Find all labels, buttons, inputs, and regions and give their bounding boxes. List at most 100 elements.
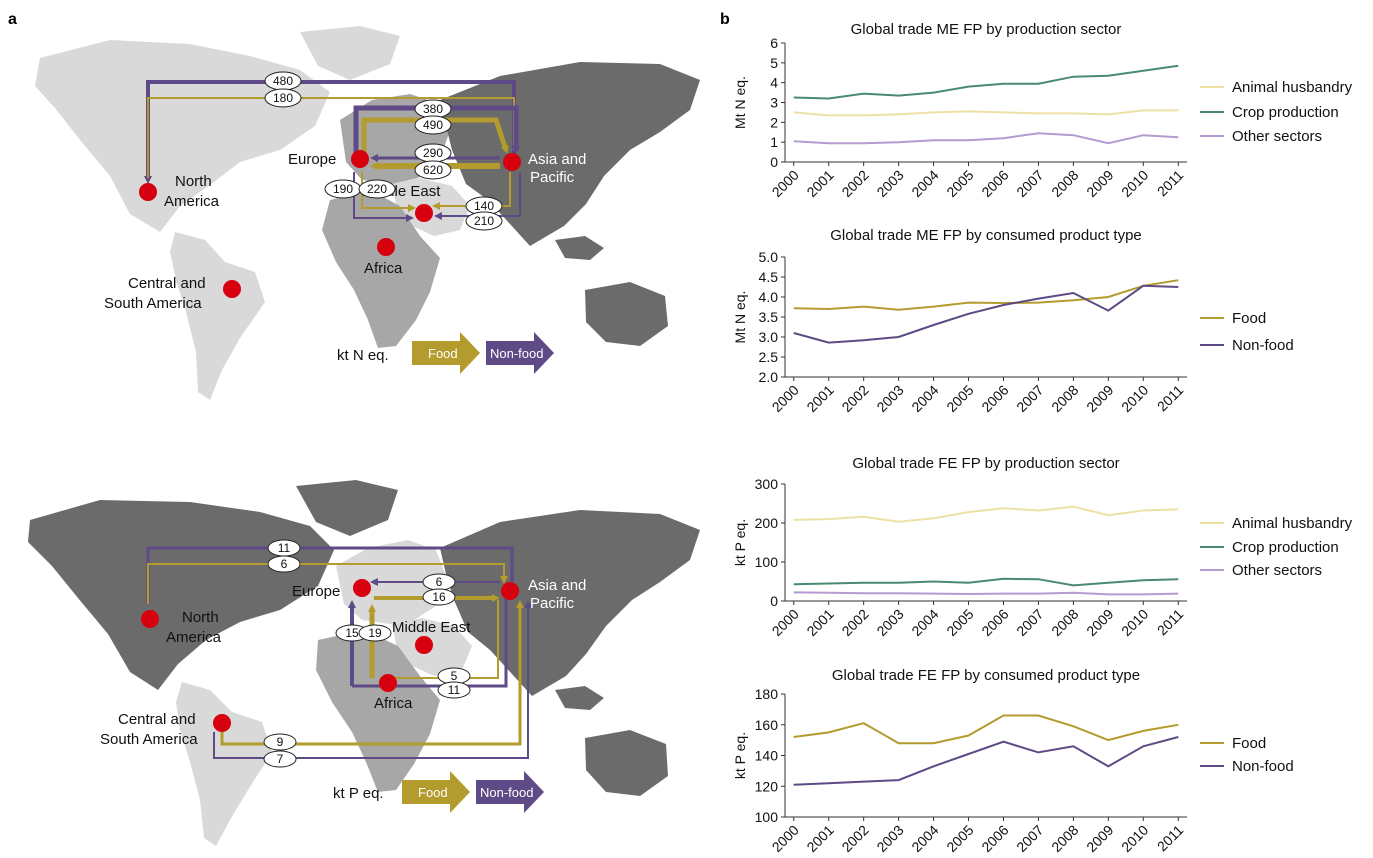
- flow-value-bubble: 11: [437, 681, 471, 699]
- flow-value-bubble: 290: [414, 143, 452, 163]
- x-tick-label: 2008: [1048, 167, 1081, 200]
- flow-value-bubble: 380: [414, 99, 452, 119]
- y-axis-title: Mt N eq.: [732, 76, 748, 129]
- x-tick-label: 2010: [1118, 606, 1151, 639]
- x-tick-label: 2005: [943, 167, 976, 200]
- svg-text:480: 480: [273, 74, 293, 88]
- landmass-se-asia-islands: [555, 236, 604, 260]
- flow-value-bubble: 210: [465, 211, 503, 231]
- flow-value-bubbles: 480 180 380 490 290 620 190 220 140 210: [264, 71, 503, 231]
- x-tick-label: 2000: [769, 167, 802, 200]
- flow-value-bubble: 490: [414, 115, 452, 135]
- landmass-australia: [585, 282, 668, 346]
- y-tick-label: 0: [770, 154, 778, 170]
- label-asia-1: Asia and: [528, 151, 586, 168]
- y-tick-label: 5.0: [759, 249, 779, 265]
- x-tick-label: 2011: [1154, 382, 1187, 415]
- landmass-africa: [322, 190, 440, 348]
- x-tick-label: 2005: [943, 606, 976, 639]
- y-tick-label: 2: [770, 114, 778, 130]
- x-tick-label: 2002: [838, 822, 871, 855]
- flow-value-bubble: 220: [358, 179, 396, 199]
- series-line-animal: [793, 109, 1179, 117]
- x-tick-label: 2003: [873, 167, 906, 200]
- landmass-south-america: [176, 682, 272, 846]
- label-north-america-2: America: [164, 193, 220, 210]
- y-tick-label: 0: [770, 593, 778, 609]
- node-north-america: [139, 183, 157, 201]
- chart-1: Global trade ME FP by production sector 0…: [732, 21, 1353, 200]
- chart-4: Global trade FE FP by consumed product t…: [732, 667, 1294, 855]
- series-line-animal: [793, 505, 1179, 523]
- label-europe: Europe: [288, 151, 336, 168]
- node-central-south-america: [223, 280, 241, 298]
- legend-label-food: Food: [1232, 735, 1266, 752]
- x-tick-label: 2004: [908, 606, 941, 639]
- flow-value-bubble: 19: [358, 624, 392, 642]
- landmass-south-america: [170, 232, 265, 400]
- y-tick-label: 3: [770, 95, 778, 111]
- label-africa: Africa: [364, 260, 403, 277]
- flow-nonfood-asia-middleeast: [434, 172, 521, 220]
- x-tick-label: 2005: [943, 382, 976, 415]
- label-north-america-1: North: [182, 609, 219, 626]
- label-csa-2: South America: [104, 295, 202, 312]
- x-tick-label: 2002: [838, 382, 871, 415]
- x-tick-label: 2006: [978, 606, 1011, 639]
- legend-label-nonfood: Non-food: [1232, 337, 1294, 354]
- node-europe: [351, 150, 369, 168]
- node-central-south-america: [213, 714, 231, 732]
- landmass-africa: [316, 630, 440, 792]
- trade-flows: [146, 546, 532, 759]
- node-africa: [377, 238, 395, 256]
- flow-food-northamerica-asia: [147, 563, 508, 604]
- svg-text:7: 7: [277, 752, 284, 766]
- x-tick-label: 2010: [1118, 382, 1151, 415]
- flow-value-bubble: 180: [264, 88, 302, 108]
- chart-3: Global trade FE FP by production sector 0…: [732, 455, 1353, 639]
- legend-label-animal: Animal husbandry: [1232, 79, 1353, 96]
- x-tick-label: 2001: [803, 167, 836, 200]
- legend-nonfood-text: Non-food: [490, 346, 543, 361]
- x-tick-label: 2009: [1083, 822, 1116, 855]
- x-tick-label: 2010: [1118, 167, 1151, 200]
- flow-food-csa-asia: [220, 600, 524, 746]
- x-tick-label: 2004: [908, 382, 941, 415]
- x-tick-label: 2001: [803, 382, 836, 415]
- series-line-other: [793, 591, 1179, 596]
- y-tick-label: 2.0: [759, 369, 779, 385]
- x-tick-label: 2003: [873, 822, 906, 855]
- y-tick-label: 4.5: [759, 269, 779, 285]
- landmass-greenland: [300, 26, 400, 80]
- legend-unit-label: kt N eq.: [337, 347, 389, 364]
- label-asia-2: Pacific: [530, 595, 575, 612]
- x-tick-label: 2003: [873, 382, 906, 415]
- flow-value-bubble: 6: [267, 555, 301, 573]
- x-tick-label: 2008: [1048, 382, 1081, 415]
- x-tick-label: 2009: [1083, 167, 1116, 200]
- node-middle-east: [415, 636, 433, 654]
- svg-text:9: 9: [277, 735, 284, 749]
- flow-food-asia-middleeast: [432, 172, 511, 210]
- flow-value-bubble: 11: [267, 539, 301, 557]
- legend-food-text: Food: [428, 346, 458, 361]
- legend-food-text: Food: [418, 785, 448, 800]
- y-tick-label: 3.5: [759, 309, 779, 325]
- node-africa: [379, 674, 397, 692]
- landmass-north-america: [35, 40, 330, 232]
- legend-label-nonfood: Non-food: [1232, 758, 1294, 775]
- svg-text:6: 6: [281, 557, 288, 571]
- svg-text:19: 19: [368, 626, 382, 640]
- x-tick-label: 2008: [1048, 606, 1081, 639]
- series-line-food: [793, 714, 1179, 745]
- panel-label-a: a: [8, 11, 17, 28]
- label-africa: Africa: [374, 695, 413, 712]
- y-tick-label: 4.0: [759, 289, 779, 305]
- x-tick-label: 2004: [908, 822, 941, 855]
- x-tick-label: 2001: [803, 606, 836, 639]
- legend-label-animal: Animal husbandry: [1232, 515, 1353, 532]
- series-line-crop: [793, 577, 1179, 587]
- y-tick-label: 120: [755, 778, 779, 794]
- map-legend-nitrogen: kt N eq. Food Non-food: [337, 332, 554, 374]
- legend-label-other: Other sectors: [1232, 128, 1322, 145]
